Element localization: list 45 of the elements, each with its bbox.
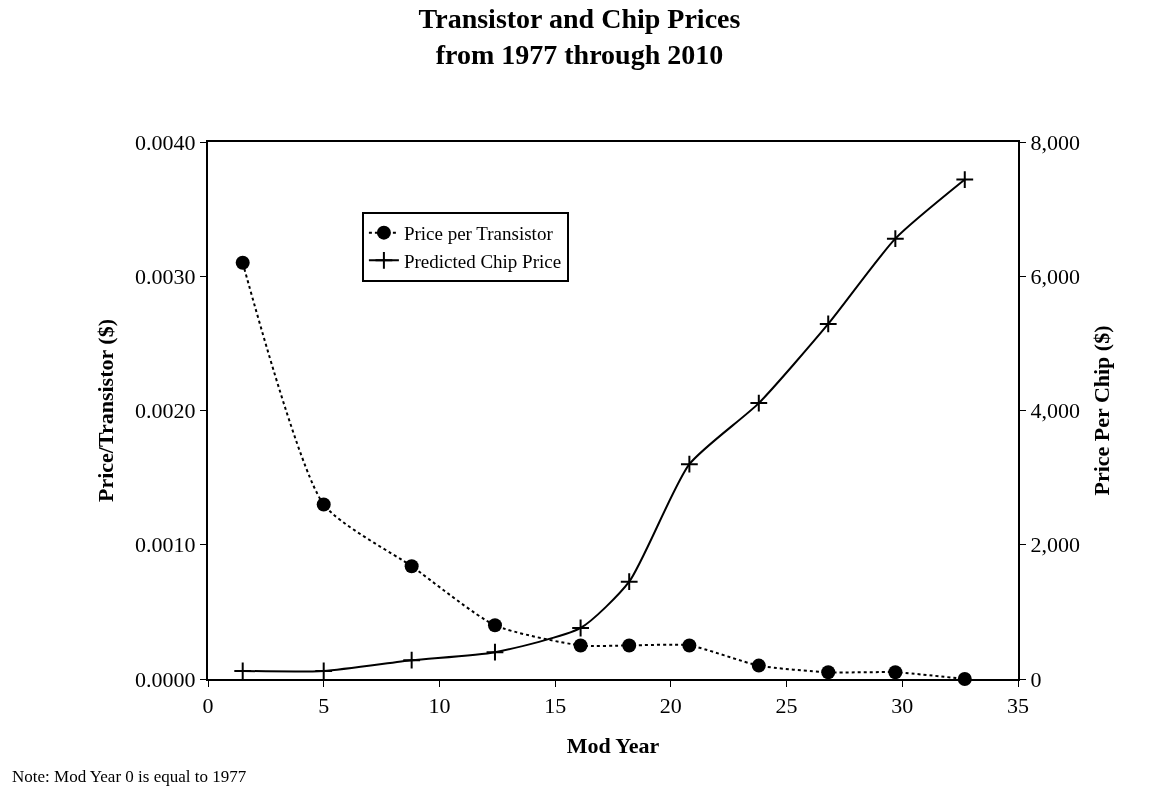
text: Note: Mod Year 0 is equal to 1977 bbox=[12, 767, 247, 786]
legend-label: Predicted Chip Price bbox=[403, 250, 562, 272]
y2-tick-label: 8,000 bbox=[1030, 129, 1080, 155]
point bbox=[402, 650, 422, 670]
y2-tick-label: 6,000 bbox=[1030, 263, 1080, 289]
point bbox=[679, 454, 699, 474]
point bbox=[749, 393, 769, 413]
point bbox=[235, 255, 250, 270]
point bbox=[955, 170, 975, 189]
x-tick-label: 20 bbox=[659, 693, 682, 719]
y-tick-label: 0.0000 bbox=[135, 666, 196, 692]
legend-label: Price per Transistor bbox=[403, 223, 554, 245]
y-axis-title: Price/Transistor ($) bbox=[93, 318, 119, 503]
y2-tick-label: 4,000 bbox=[1030, 398, 1080, 424]
y2-tick-label: 2,000 bbox=[1030, 532, 1080, 558]
x-tick-label: 25 bbox=[775, 693, 798, 719]
y-tick-label: 0.0020 bbox=[135, 398, 196, 424]
point bbox=[404, 559, 419, 574]
point bbox=[622, 638, 637, 653]
y-tick-label: 0.0030 bbox=[135, 263, 196, 289]
y-tick-label: 0.0040 bbox=[135, 129, 196, 155]
x-tick-label: 35 bbox=[1007, 693, 1029, 719]
point bbox=[233, 661, 253, 681]
y-tick-label: 0.0010 bbox=[135, 532, 196, 558]
point bbox=[885, 229, 905, 249]
x-axis-title: Mod Year bbox=[566, 732, 660, 758]
point bbox=[485, 642, 505, 662]
point bbox=[888, 665, 903, 680]
x-tick-label: 15 bbox=[544, 693, 567, 719]
y2-axis-title: Price Per Chip ($) bbox=[1089, 325, 1115, 496]
y2-tick-label: 0 bbox=[1030, 666, 1042, 692]
point bbox=[818, 314, 838, 334]
x-tick-label: 5 bbox=[318, 693, 330, 719]
point bbox=[573, 638, 588, 653]
point bbox=[682, 638, 697, 653]
point bbox=[487, 618, 502, 633]
point bbox=[821, 665, 836, 680]
x-tick-label: 30 bbox=[891, 693, 914, 719]
point bbox=[619, 572, 639, 592]
point bbox=[316, 497, 331, 512]
point bbox=[571, 618, 590, 638]
x-tick-label: 10 bbox=[428, 693, 451, 719]
point bbox=[751, 658, 766, 673]
x-tick-label: 0 bbox=[202, 693, 214, 719]
chart-title: Transistor and Chip Prices from 1977 through 2010 bbox=[418, 2, 741, 71]
